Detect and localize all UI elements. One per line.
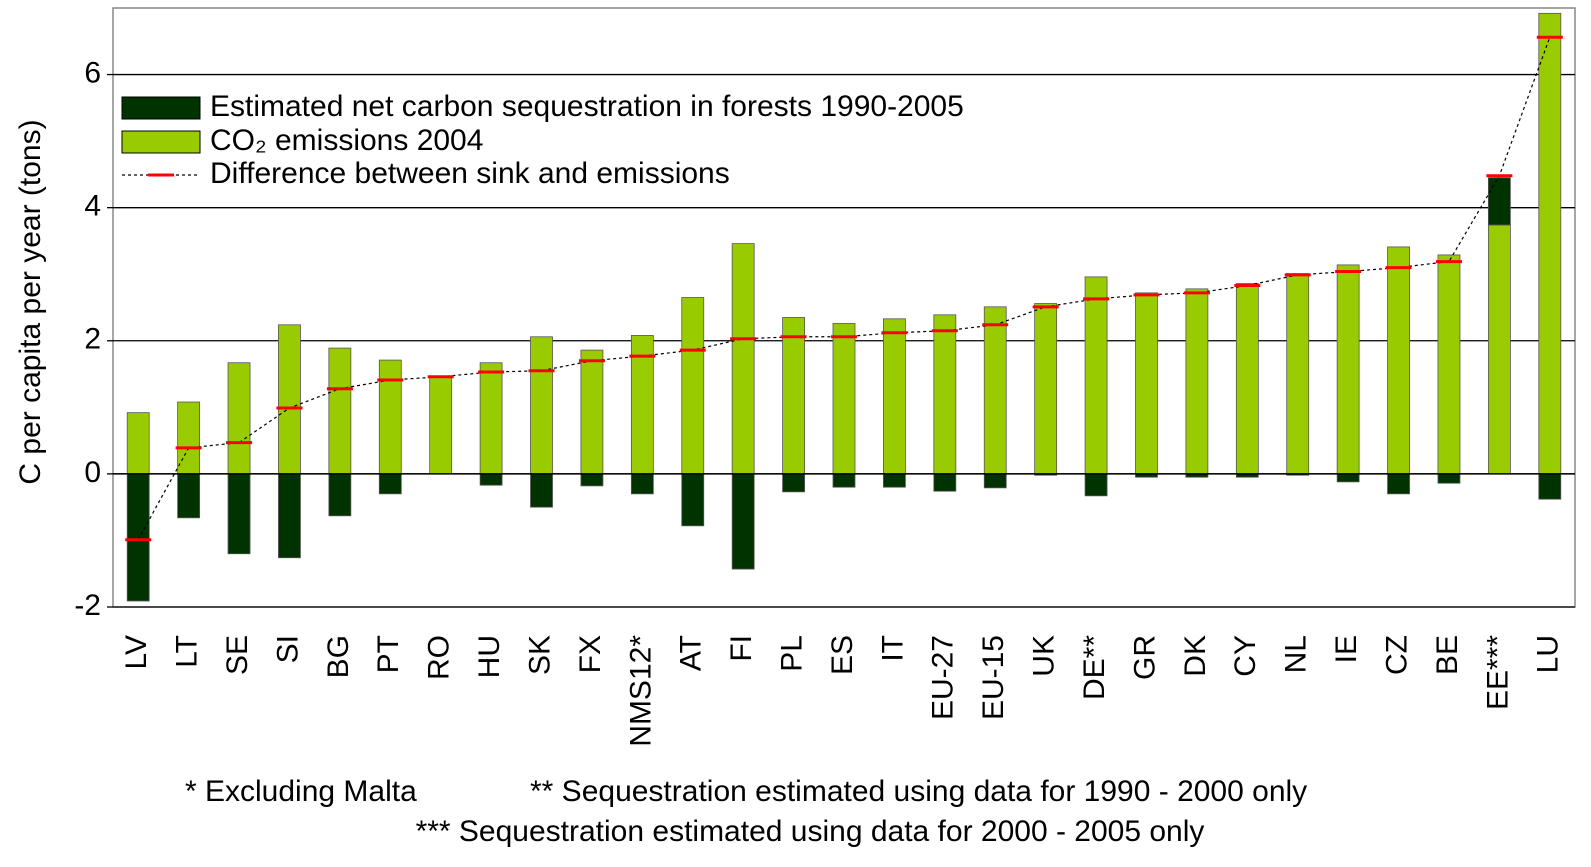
legend-label: CO₂ emissions 2004 [210, 124, 483, 157]
bar [1185, 288, 1209, 475]
bar [177, 473, 201, 519]
bar [126, 473, 150, 602]
bar [1286, 273, 1310, 475]
bar [580, 473, 604, 487]
bar [378, 473, 402, 495]
bar [782, 317, 805, 475]
x-tick-label: DK [1179, 635, 1212, 677]
x-tick-label: CY [1229, 635, 1262, 677]
x-tick-label: BG [322, 635, 355, 678]
bar [883, 473, 906, 488]
bar [479, 362, 503, 475]
bar [530, 473, 553, 508]
bar [227, 362, 251, 475]
y-tick-label: 2 [84, 323, 101, 356]
x-tick-label: ES [826, 635, 859, 675]
note: *** Sequestration estimated using data f… [416, 815, 1205, 848]
x-tick-label: IE [1330, 635, 1363, 663]
bar [983, 473, 1007, 489]
x-tick-label: RO [423, 635, 456, 680]
x-tick-label: SE [221, 635, 254, 675]
bar [731, 243, 755, 475]
bar [1538, 473, 1562, 500]
x-tick-label: NL [1280, 635, 1313, 673]
bar [378, 359, 402, 475]
bar [933, 473, 957, 492]
bar [1487, 177, 1511, 226]
legend-swatch [121, 96, 201, 120]
bar [530, 336, 553, 475]
x-tick-label: NMS12* [624, 635, 657, 747]
x-tick-label: SI [271, 635, 304, 663]
bar [177, 401, 201, 475]
bar [1084, 276, 1108, 475]
note: * Excluding Malta [185, 775, 417, 808]
x-tick-label: PL [776, 635, 809, 672]
y-tick-label: 4 [84, 190, 101, 223]
bar [933, 314, 957, 475]
x-tick-label: BE [1431, 635, 1464, 675]
x-tick-label: FI [725, 635, 758, 662]
difference-line [137, 37, 1551, 541]
bar [278, 324, 301, 475]
x-tick-label: LT [171, 635, 204, 668]
x-tick-label: GR [1128, 635, 1161, 680]
bar [832, 473, 856, 488]
bar [681, 297, 705, 475]
x-tick-label: LV [120, 635, 153, 669]
x-tick-label: PT [372, 635, 405, 673]
x-tick-label: LU [1532, 635, 1565, 673]
bar [1084, 473, 1108, 497]
bar [983, 306, 1007, 475]
bar [1387, 246, 1410, 475]
y-tick-label: 0 [84, 456, 101, 489]
note: ** Sequestration estimated using data fo… [530, 775, 1307, 808]
bar [883, 318, 906, 475]
x-tick-label: UK [1028, 635, 1061, 677]
bar [580, 349, 604, 475]
bar [1538, 12, 1562, 475]
bar [1387, 473, 1410, 495]
bar [1336, 264, 1360, 475]
bar [1437, 254, 1461, 475]
bar [630, 473, 654, 495]
x-tick-label: EU-15 [977, 635, 1010, 720]
x-tick-label: DE** [1078, 635, 1111, 700]
bar [1437, 473, 1461, 484]
bar [126, 412, 150, 475]
bar [1235, 283, 1259, 475]
x-tick-label: AT [675, 635, 708, 671]
x-tick-label: EU-27 [927, 635, 960, 720]
bar [681, 473, 705, 527]
bar [1034, 303, 1058, 475]
bar [328, 473, 352, 517]
x-tick-label: SK [523, 635, 556, 675]
x-tick-label: EE*** [1481, 635, 1514, 710]
bar [479, 473, 503, 486]
y-axis-label: C per capita per year (tons) [14, 119, 47, 484]
x-tick-label: CZ [1380, 635, 1413, 675]
bar [731, 473, 755, 570]
bar [782, 473, 805, 493]
x-tick-label: HU [473, 635, 506, 678]
legend-label: Difference between sink and emissions [210, 157, 730, 190]
x-tick-label: FX [574, 635, 607, 673]
y-tick-label: 6 [84, 56, 101, 89]
bar [278, 473, 301, 559]
bar [328, 347, 352, 475]
x-tick-label: IT [876, 635, 909, 662]
y-tick-label: -2 [74, 589, 101, 622]
legend-label: Estimated net carbon sequestration in fo… [210, 90, 964, 123]
bar [1487, 224, 1511, 475]
bar [1135, 292, 1158, 475]
bar [832, 323, 856, 475]
bar [1336, 473, 1360, 483]
bar [429, 376, 453, 475]
legend-swatch [121, 130, 201, 154]
bar [227, 473, 251, 555]
